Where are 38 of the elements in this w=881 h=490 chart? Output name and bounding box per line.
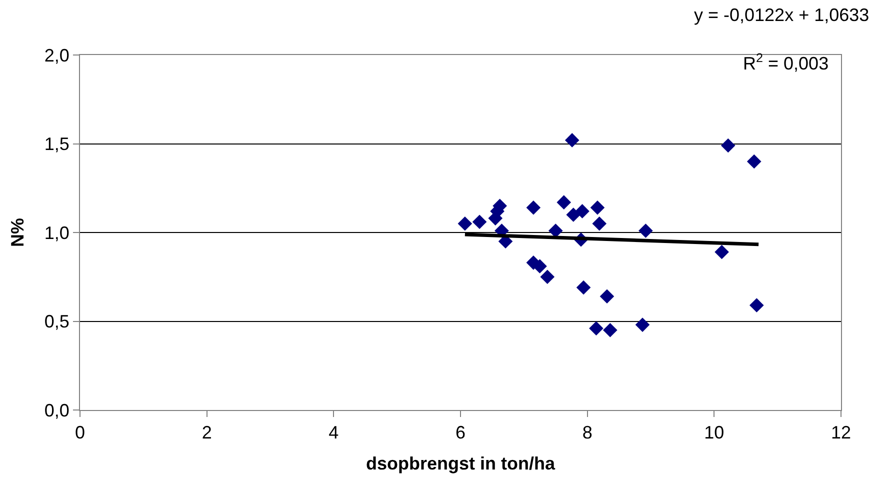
point (600, 289, 614, 304)
x-axis-title: dsopbrengst in ton/ha (366, 454, 556, 474)
point (590, 200, 605, 215)
y-tick-label: 1,5 (44, 134, 70, 154)
point (526, 200, 541, 215)
annotation: R$^{2}$ = 0,003 (743, 51, 829, 74)
x-tick-label: 6 (455, 422, 466, 443)
x-tick-label: 10 (704, 422, 724, 443)
y-axis-title: N% (8, 218, 28, 248)
point (458, 216, 472, 231)
x-tick-label: 8 (582, 422, 592, 443)
point (576, 280, 591, 295)
text: y = -0,0122x + 1,0633 (694, 5, 870, 25)
point (564, 133, 580, 148)
x-tick-label: 4 (328, 422, 339, 443)
point (592, 216, 607, 231)
point (556, 195, 572, 210)
y-tick-label: 0,0 (44, 400, 70, 420)
point (472, 214, 487, 229)
x-tick-label: 2 (202, 422, 212, 443)
point (575, 204, 590, 218)
point (638, 224, 653, 238)
point (548, 224, 563, 238)
point (750, 298, 764, 312)
point (714, 244, 729, 260)
point (635, 318, 650, 332)
point (589, 321, 604, 336)
y-tick-label: 0,5 (44, 312, 70, 332)
point (720, 138, 736, 153)
point (603, 322, 618, 338)
point (566, 208, 581, 222)
x-tick-label: 12 (830, 422, 852, 443)
y-tick-label: 2,0 (44, 45, 70, 66)
point (746, 154, 762, 169)
y-tick-label: 1,0 (44, 222, 70, 243)
point (540, 270, 555, 284)
x-tick-label: 0 (74, 422, 86, 443)
point (532, 259, 547, 274)
